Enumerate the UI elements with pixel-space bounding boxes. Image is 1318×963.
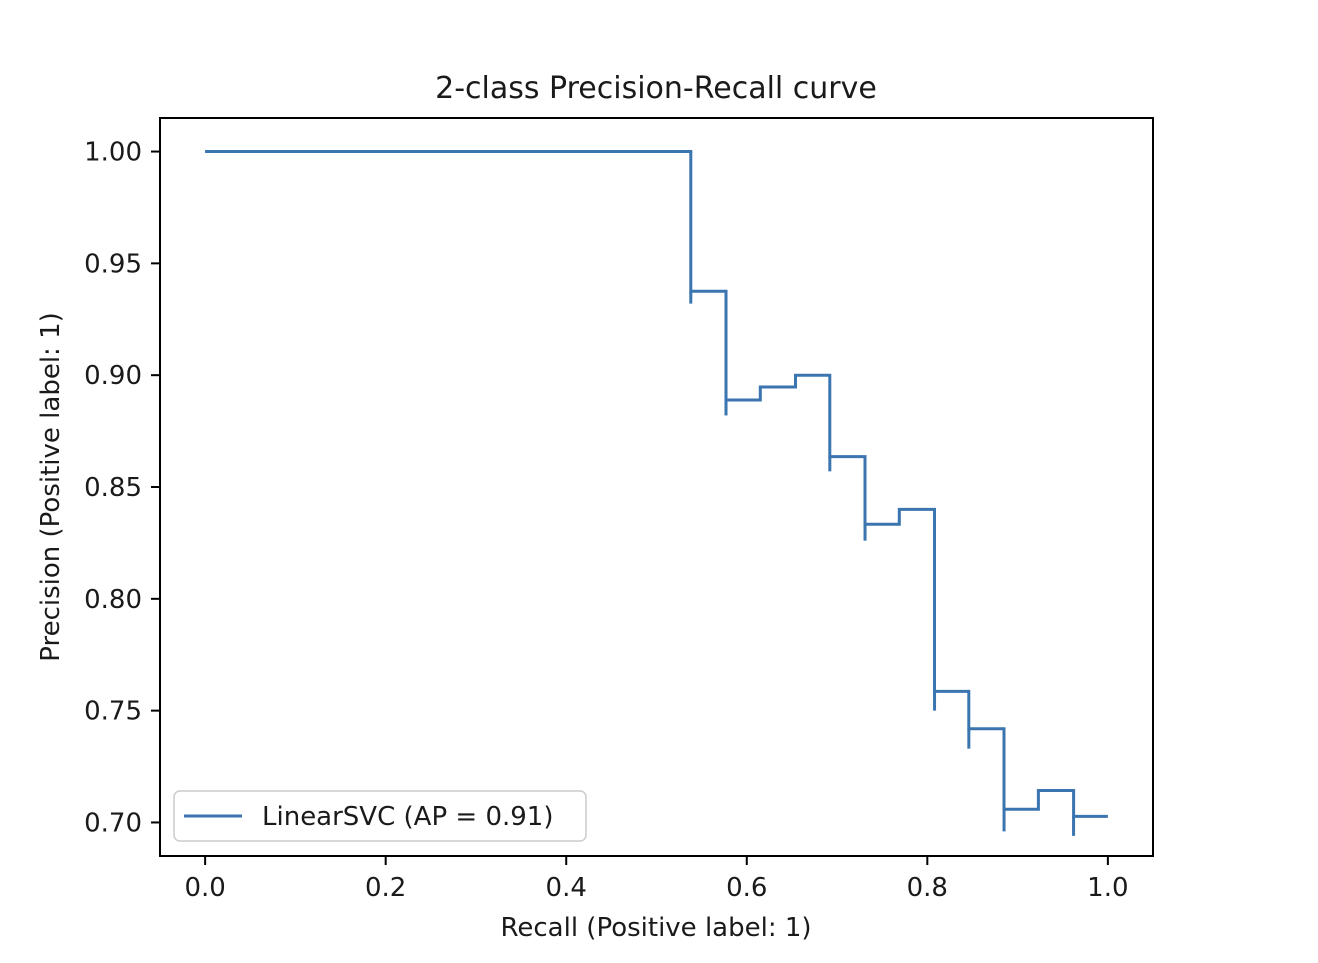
- y-tick-label: 0.70: [84, 808, 142, 838]
- y-axis-label: Precision (Positive label: 1): [36, 312, 66, 662]
- series-line-0: [205, 150, 1108, 818]
- y-tick-label: 0.85: [84, 473, 142, 503]
- y-tick-label: 0.75: [84, 697, 142, 727]
- x-tick-label: 0.8: [907, 873, 948, 903]
- x-tick-label: 0.6: [726, 873, 767, 903]
- series-layer: [205, 150, 1108, 836]
- x-tick-label: 0.4: [546, 873, 587, 903]
- chart-title: 2-class Precision-Recall curve: [435, 71, 877, 106]
- y-tick-label: 0.95: [84, 249, 142, 279]
- legend-box: [173, 790, 587, 842]
- legend: LinearSVC (AP = 0.91): [173, 790, 587, 842]
- y-tick-label: 0.80: [84, 585, 142, 615]
- y-axis: 0.70 0.75 0.80 0.85 0.90 0.95 1.00: [84, 138, 160, 838]
- legend-label: LinearSVC (AP = 0.91): [262, 802, 553, 832]
- x-tick-label: 0.2: [365, 873, 406, 903]
- y-tick-label: 0.90: [84, 361, 142, 391]
- x-tick-label: 1.0: [1087, 873, 1128, 903]
- x-axis-label: Recall (Positive label: 1): [500, 913, 811, 943]
- y-tick-label: 1.00: [84, 138, 142, 168]
- x-axis: 0.0 0.2 0.4 0.6 0.8 1.0: [184, 856, 1129, 903]
- x-tick-label: 0.0: [184, 873, 225, 903]
